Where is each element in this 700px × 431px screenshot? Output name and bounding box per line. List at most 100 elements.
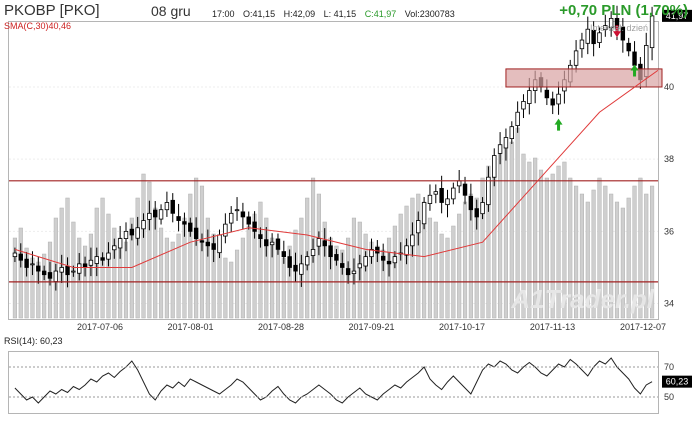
high-value: H:42,09	[283, 9, 316, 19]
candle-body	[322, 240, 327, 247]
close-value: C:41,97	[364, 9, 397, 19]
drawings	[9, 25, 663, 283]
candle-body	[486, 176, 491, 206]
candle-body	[433, 191, 439, 195]
rsi-tick-label: 50	[664, 392, 674, 402]
volume-bar	[158, 227, 164, 319]
volume-bar	[603, 185, 608, 319]
candle-body	[275, 238, 281, 250]
date-axis-ticks: 2017-07-06 2017-08-01 2017-08-28 2017-09-21…	[77, 322, 666, 332]
candle-body	[608, 17, 614, 29]
volume-bar	[135, 197, 140, 319]
candle-body	[100, 257, 105, 261]
candle-body	[632, 51, 637, 66]
candle-body	[579, 39, 585, 50]
volume-bar	[632, 185, 637, 319]
volume-bar	[498, 149, 503, 319]
candle-body	[585, 28, 590, 44]
volume-bar	[322, 221, 327, 319]
date-tick-label: 2017-08-28	[258, 322, 304, 332]
candle-body	[77, 263, 82, 274]
volume-bar	[386, 237, 392, 319]
candle-body	[41, 270, 47, 276]
candle-body	[153, 209, 158, 218]
volume-bar	[112, 227, 117, 319]
candle-body	[94, 256, 99, 264]
open-value: O:41,15	[243, 9, 276, 19]
candle-body	[287, 256, 292, 268]
candle-body	[106, 252, 111, 260]
volume-bar	[164, 237, 169, 319]
candle-body	[59, 267, 64, 273]
candle-body	[316, 238, 322, 247]
volume-bar	[574, 185, 579, 319]
candle-body	[205, 241, 211, 247]
candle-body	[556, 93, 561, 105]
candle-body	[573, 50, 579, 66]
date-tick-label: 2017-07-06	[77, 322, 123, 332]
low-value: L: 41,15	[323, 9, 357, 19]
candle-body	[234, 209, 240, 212]
date-tick-label: 2017-08-01	[167, 322, 213, 332]
price-tick-label: 38	[664, 154, 674, 164]
candle-body	[182, 221, 187, 225]
volume-bar	[211, 233, 216, 319]
rsi-axis-ticks: 50 70	[9, 362, 674, 402]
candle-body	[176, 216, 181, 221]
volume-bar	[550, 173, 555, 319]
candle-body	[550, 98, 555, 106]
candle-body	[123, 230, 129, 239]
candle-body	[492, 155, 497, 178]
candle-body	[158, 209, 164, 220]
volume-bar	[398, 213, 403, 319]
volume-bar	[544, 177, 549, 319]
watermark: A1Trader.pl	[511, 284, 654, 314]
candle-body	[626, 42, 631, 52]
candle-body	[135, 227, 140, 239]
candle-body	[620, 26, 626, 41]
volume-bar	[275, 249, 281, 319]
price-tick-label: 36	[664, 226, 674, 236]
volume-bar	[562, 161, 567, 319]
candle-body	[129, 228, 135, 236]
volume-bar	[451, 225, 456, 319]
date-tick-label: 2017-09-21	[348, 322, 394, 332]
volume-bar	[650, 185, 655, 319]
volume-bar	[258, 201, 263, 319]
candle-body	[462, 183, 468, 196]
candle-body	[603, 25, 608, 30]
date-tick-label: 2017-12-07	[620, 322, 666, 332]
volume-bar	[591, 189, 596, 319]
arrow-up-icon	[554, 118, 563, 131]
price-panel-frame	[8, 21, 659, 320]
sma-line	[14, 69, 659, 268]
volume-bar	[264, 217, 269, 319]
candle-body	[293, 264, 298, 272]
volume-bar	[474, 197, 479, 319]
volume-bar	[229, 261, 234, 319]
candle-body	[451, 187, 456, 200]
resistance-zone	[505, 68, 663, 88]
ticker-symbol: PKOBP [PKO]	[4, 2, 100, 19]
volume-bar	[246, 225, 251, 319]
volume-bar	[281, 257, 286, 319]
candle-body	[258, 234, 263, 239]
candle-body	[351, 270, 357, 275]
volume-bar	[626, 197, 631, 319]
candle-body	[281, 251, 287, 258]
value-markers: 41,97 60,23	[662, 9, 692, 388]
price-axis-ticks: 34 36 38 40	[664, 82, 674, 309]
volume-bar	[462, 201, 468, 319]
candle-body	[269, 241, 275, 246]
candle-body	[386, 260, 392, 265]
candle-body	[369, 249, 374, 258]
candle-body	[71, 270, 76, 273]
candle-body	[410, 234, 415, 247]
rsi-line	[14, 357, 653, 404]
candle-body	[82, 263, 88, 268]
volume-bar	[18, 227, 23, 319]
candle-body	[310, 249, 316, 256]
candle-body	[649, 15, 655, 49]
candle-body	[65, 265, 70, 276]
